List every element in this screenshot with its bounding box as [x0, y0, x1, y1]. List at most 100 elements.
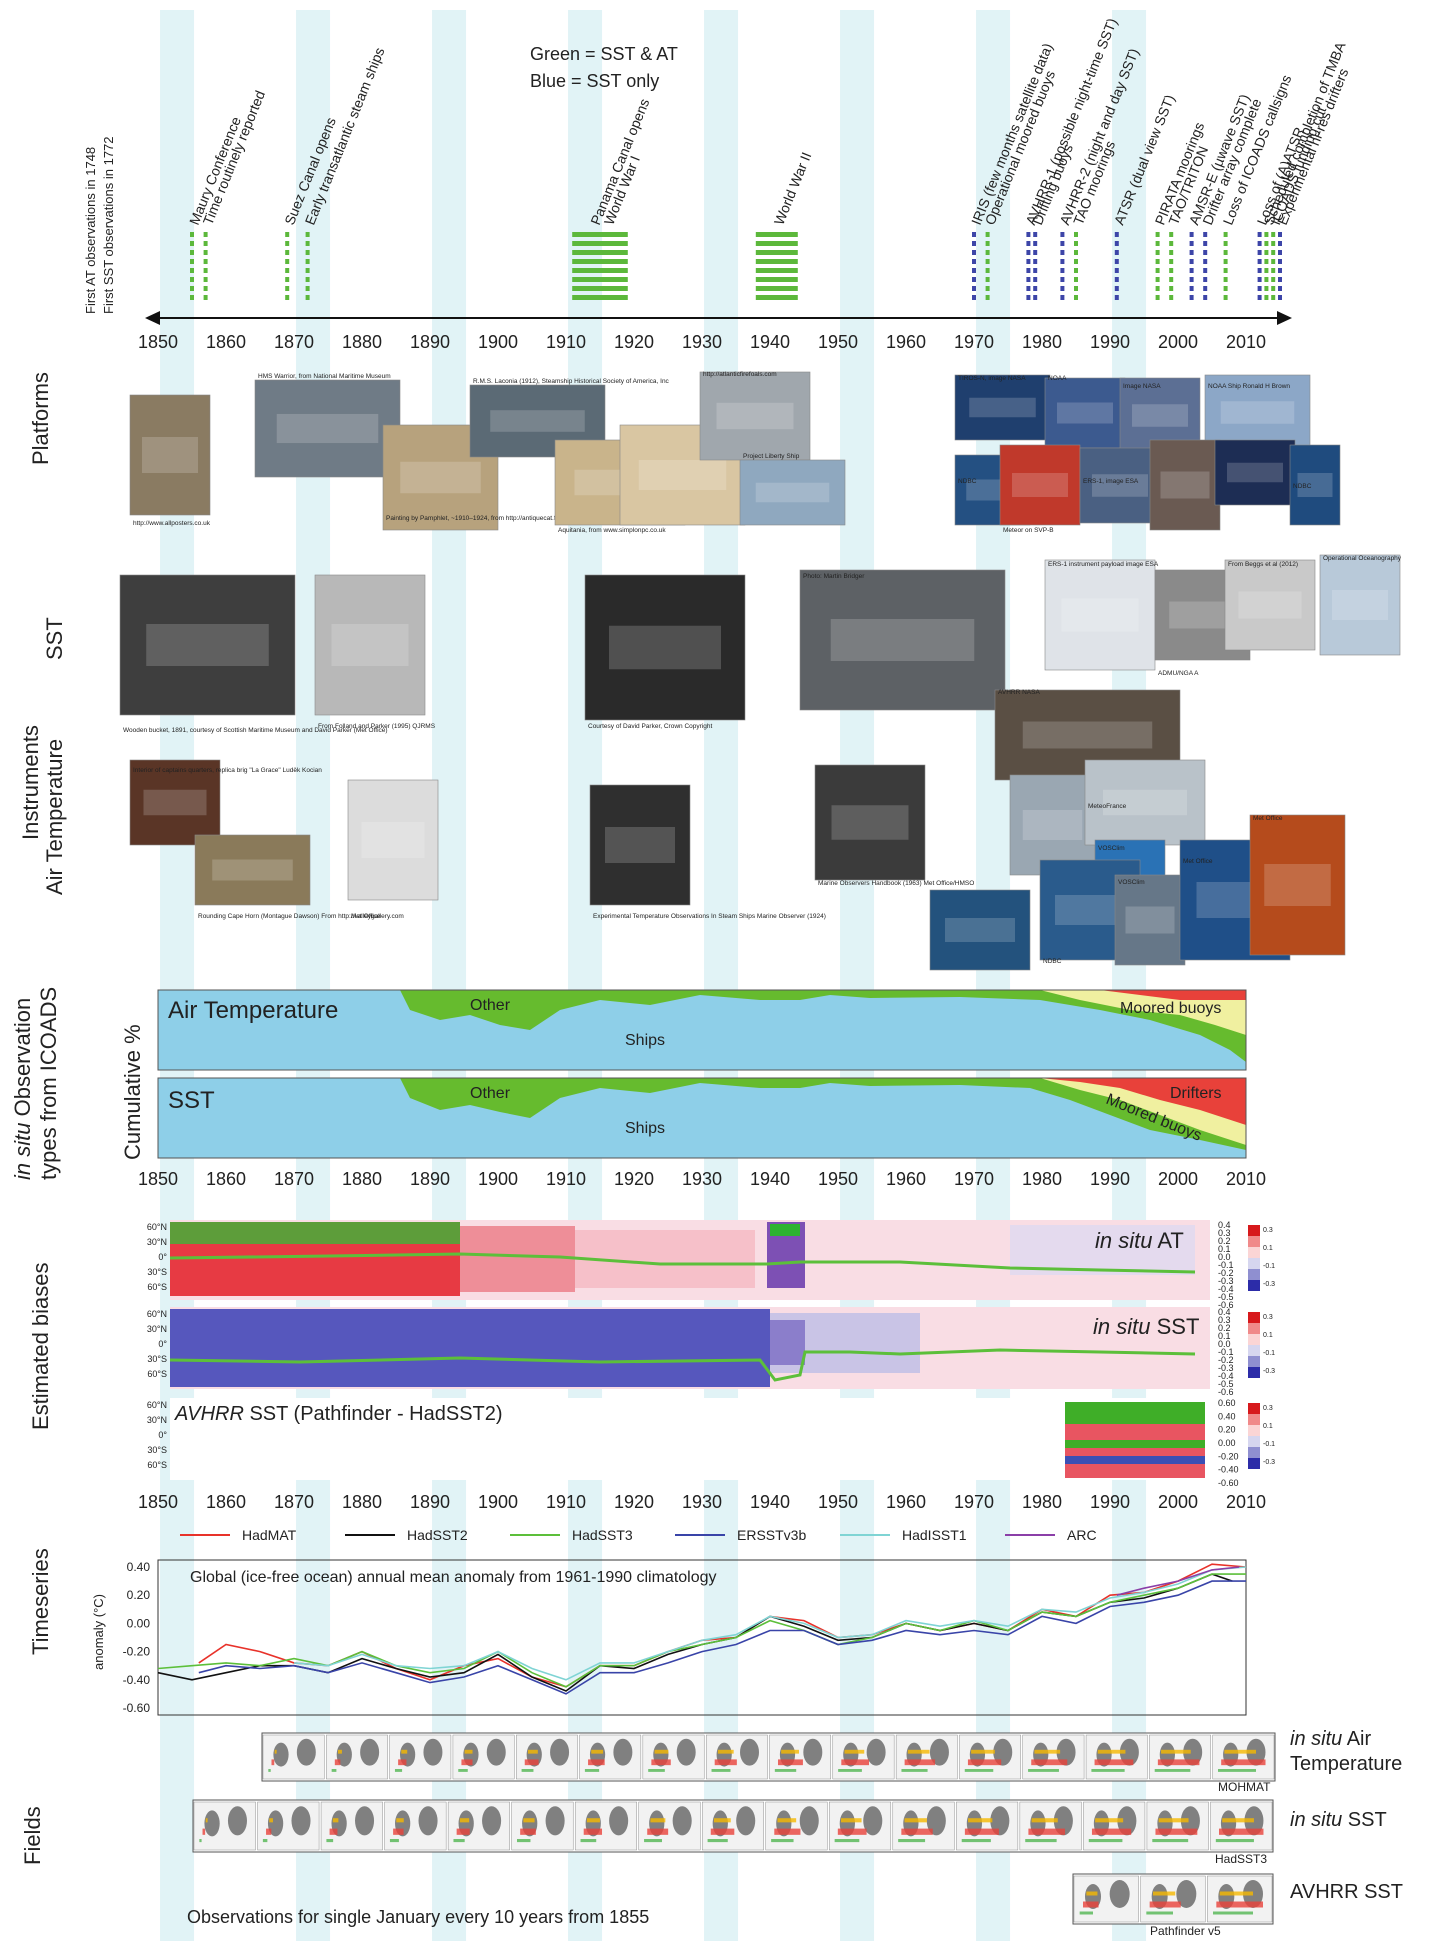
platforms-label: Platforms	[28, 372, 53, 465]
event-marker-dash	[1203, 250, 1208, 255]
event-marker-dash	[1203, 232, 1208, 237]
event-marker-dash	[1278, 286, 1282, 291]
bias-scale-tick: -0.5	[1218, 1292, 1234, 1302]
fields-section: Fields in situ Air Temperature MOHMAT in…	[20, 1728, 1403, 1938]
event-marker-dash	[1264, 286, 1269, 291]
decade-stripe	[160, 10, 195, 1941]
bias-avhrr-label-rest: SST (Pathfinder - HadSST2)	[244, 1403, 503, 1425]
colorbar-tick: -0.1	[1263, 1263, 1275, 1270]
timeseries-yticks: 0.40 0.20 0.00 -0.20 -0.40 -0.60	[123, 1560, 151, 1715]
photo-caption: Marine Observers Handbook (1963) Met Off…	[818, 880, 974, 887]
event-marker-dash	[1169, 268, 1174, 273]
event-marker-dash	[1114, 232, 1119, 237]
event-marker-dash	[1189, 250, 1194, 255]
event-marker-dash	[1278, 259, 1282, 264]
event-marker-dash	[755, 295, 798, 300]
bias-sst-label-italic: in situ	[1093, 1314, 1150, 1339]
event-marker-dash	[305, 232, 310, 237]
photo-caption: NOAA	[1048, 375, 1067, 382]
field-map	[959, 1734, 1021, 1780]
colorbar-tick: 0.1	[1263, 1245, 1273, 1252]
event-marker-dash	[1223, 232, 1228, 237]
event-marker-dash	[1114, 268, 1119, 273]
event-marker-dash	[1026, 259, 1031, 264]
year-tick-label: 1860	[206, 332, 246, 352]
bias-scale-tick: -0.40	[1218, 1465, 1239, 1475]
event-marker-dash	[1060, 259, 1065, 264]
event-marker-dash	[1074, 277, 1078, 282]
photo-thumbnail	[1044, 559, 1156, 671]
event-marker-dash	[1026, 268, 1031, 273]
event-marker-dash	[1026, 277, 1031, 282]
timeseries-label: Timeseries	[28, 1548, 53, 1655]
bias-scale-tick: 0.20	[1218, 1425, 1236, 1435]
observation-types-section: in situ Observation types from ICOADS Cu…	[10, 987, 1266, 1189]
colorbar-tick: -0.3	[1263, 1281, 1275, 1288]
bias-scale-tick: -0.6	[1218, 1387, 1234, 1397]
fields-at-strip	[261, 1732, 1276, 1782]
field-map	[1083, 1801, 1146, 1851]
field-map	[956, 1801, 1019, 1851]
event-marker-dash	[585, 295, 628, 300]
event-marker-dash	[1264, 295, 1269, 300]
bias-scale-tick: -0.4	[1218, 1284, 1234, 1294]
photo-caption: Wooden bucket, 1891, courtesy of Scottis…	[123, 727, 388, 734]
field-map	[638, 1801, 701, 1851]
latitude-tick: 30°N	[147, 1237, 167, 1247]
colorbar-tick: -0.3	[1263, 1459, 1275, 1466]
event-marker-dash	[1169, 250, 1174, 255]
event-marker-dash	[190, 250, 194, 255]
field-map	[1146, 1801, 1209, 1851]
bias-at-label-rest: AT	[1152, 1228, 1183, 1253]
year-tick-label: 1960	[886, 1169, 926, 1189]
event-marker-dash	[305, 241, 310, 246]
year-tick-label: 1860	[206, 1169, 246, 1189]
year-tick-label: 1920	[614, 1169, 654, 1189]
latitude-tick: 30°S	[147, 1354, 167, 1364]
event-marker-dash	[972, 295, 976, 300]
photo-caption: MeteoFrance	[1088, 803, 1127, 810]
bias-scale-tick: 0.4	[1218, 1220, 1231, 1230]
first-sst-observation: First SST observations in 1772	[101, 136, 116, 314]
legend-entry: ARC	[1067, 1527, 1097, 1543]
fields-at-label: in situ Air	[1290, 1728, 1371, 1750]
timeseries-ytick: -0.40	[123, 1673, 151, 1687]
field-map	[705, 1734, 768, 1780]
bias-scale-tick: 0.3	[1218, 1228, 1231, 1238]
event-marker-dash	[305, 286, 310, 291]
event-marker-dash	[203, 259, 208, 264]
bias-scale-tick: -0.5	[1218, 1379, 1234, 1389]
event-marker-dash	[1223, 268, 1228, 273]
instruments-sst-label: SST	[42, 617, 67, 660]
photo-caption: Met Office	[351, 913, 381, 920]
photo-caption: Photo: Martin Bridger	[803, 573, 865, 580]
event-marker-dash	[1155, 277, 1160, 282]
event-marker-dash	[285, 277, 290, 282]
event-marker-dash	[1189, 232, 1194, 237]
event-marker-dash	[985, 259, 990, 264]
photo-caption: Met Office	[1253, 815, 1283, 822]
colorbar: 0.3 0.1 -0.1 -0.3	[1248, 1312, 1275, 1378]
instruments-label: Instruments	[18, 725, 43, 840]
event-marker-dash	[285, 250, 290, 255]
colorbar: 0.3 0.1 -0.1 -0.3	[1248, 1403, 1275, 1469]
sst-obs-title: SST	[168, 1087, 215, 1114]
year-tick-label: 1870	[274, 1492, 314, 1512]
photo-thumbnail	[1214, 439, 1296, 506]
timeseries-ytick: 0.20	[127, 1588, 151, 1602]
year-tick-label: 1960	[886, 332, 926, 352]
event-marker-dash	[190, 286, 194, 291]
event-marker-dash	[585, 286, 628, 291]
other-label-sst: Other	[470, 1085, 511, 1102]
bias-scale-tick: 0.40	[1218, 1411, 1236, 1421]
event-marker-dash	[585, 232, 628, 237]
series-line-arc	[1116, 1566, 1240, 1596]
photo-thumbnail	[1084, 759, 1206, 846]
year-tick-label: 2000	[1158, 332, 1198, 352]
drifters-area-sst	[1040, 1078, 1246, 1125]
event-marker-dash	[190, 241, 194, 246]
event-marker-dash	[285, 286, 290, 291]
event-marker-dash	[1203, 286, 1208, 291]
photo-caption: Aquitania, from www.simplonpc.co.uk	[558, 527, 666, 534]
photo-caption: Painting by Pamphlet, ~1910–1924, from h…	[386, 515, 620, 522]
